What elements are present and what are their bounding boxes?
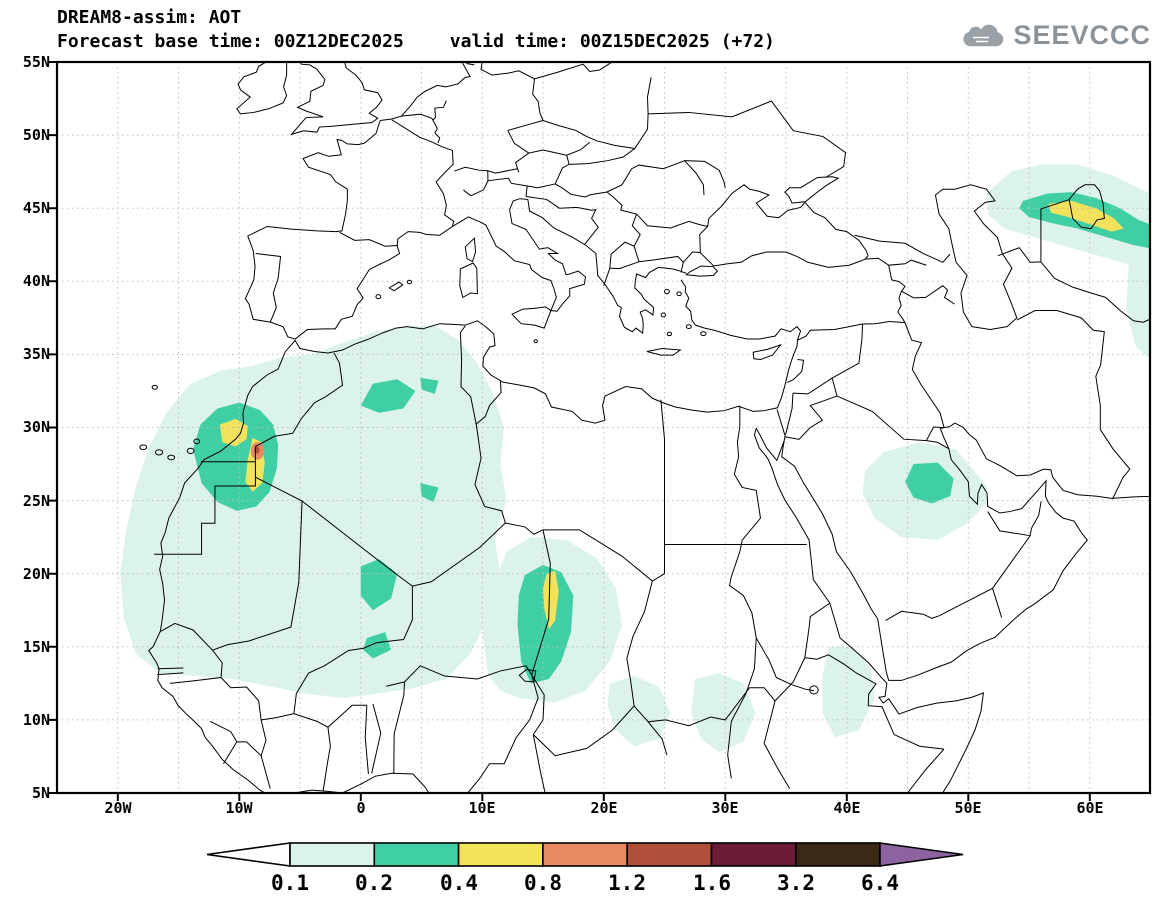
y-tick-label: 5N xyxy=(31,784,50,802)
x-tick-label: 60E xyxy=(1076,799,1104,817)
plot-subtitle: Forecast base time: 00Z12DEC2025 valid ti… xyxy=(57,30,775,54)
x-tick-label: 30E xyxy=(711,799,739,817)
seevccc-logo: SEEVCCC xyxy=(961,20,1151,51)
y-tick-label: 50N xyxy=(22,126,50,144)
y-tick-label: 25N xyxy=(22,492,50,510)
colorbar-tick-label: 0.4 xyxy=(440,871,478,895)
coastline-layer xyxy=(140,58,1153,807)
y-tick-label: 45N xyxy=(22,199,50,217)
colorbar-segment xyxy=(289,842,376,867)
colorbar-tick-label: 1.2 xyxy=(608,871,646,895)
colorbar-segment xyxy=(710,842,797,867)
forecast-base-time: Forecast base time: 00Z12DEC2025 xyxy=(57,31,404,52)
plot-title: DREAM8-assim: AOT xyxy=(57,7,242,28)
colorbar-tick-label: 6.4 xyxy=(861,871,899,895)
grid-layer xyxy=(57,62,1150,793)
x-tick-label: 10W xyxy=(225,799,253,817)
colorbar-tick-label: 1.6 xyxy=(693,871,731,895)
y-tick-label: 35N xyxy=(22,345,50,363)
colorbar-tick-label: 3.2 xyxy=(777,871,815,895)
y-tick-label: 55N xyxy=(22,53,50,71)
x-tick-label: 50E xyxy=(954,799,982,817)
x-tick-label: 40E xyxy=(833,799,861,817)
colorbar-segment xyxy=(542,842,629,867)
colorbar-segment xyxy=(457,842,544,867)
y-tick-label: 40N xyxy=(22,272,50,290)
y-tick-label: 30N xyxy=(22,418,50,436)
cloud-icon xyxy=(963,24,1004,46)
aot-contour-layers xyxy=(120,164,1150,753)
x-tick-label: 20W xyxy=(104,799,132,817)
x-tick-label: 0 xyxy=(356,799,366,817)
colorbar xyxy=(206,842,964,867)
colorbar-tick-label: 0.8 xyxy=(524,871,562,895)
colorbar-tick-label: 0.1 xyxy=(271,871,309,895)
y-tick-label: 20N xyxy=(22,565,50,583)
geography-layers xyxy=(140,58,1153,807)
valid-time: valid time: 00Z15DEC2025 (+72) xyxy=(449,31,775,52)
river-layer xyxy=(728,406,814,779)
axis-ticks xyxy=(49,61,1091,801)
x-tick-label: 20E xyxy=(590,799,618,817)
x-tick-label: 10E xyxy=(468,799,496,817)
logo-text: SEEVCCC xyxy=(1013,20,1151,50)
plot-header: DREAM8-assim: AOT Forecast base time: 00… xyxy=(57,6,775,54)
y-tick-label: 15N xyxy=(22,638,50,656)
colorbar-segment xyxy=(626,842,713,867)
colorbar-segment xyxy=(373,842,460,867)
colorbar-left-arrow xyxy=(206,842,291,867)
colorbar-segment xyxy=(794,842,881,867)
colorbar-right-arrow xyxy=(879,842,964,867)
border-layer xyxy=(154,63,1153,795)
y-tick-label: 10N xyxy=(22,711,50,729)
colorbar-tick-label: 0.2 xyxy=(355,871,393,895)
